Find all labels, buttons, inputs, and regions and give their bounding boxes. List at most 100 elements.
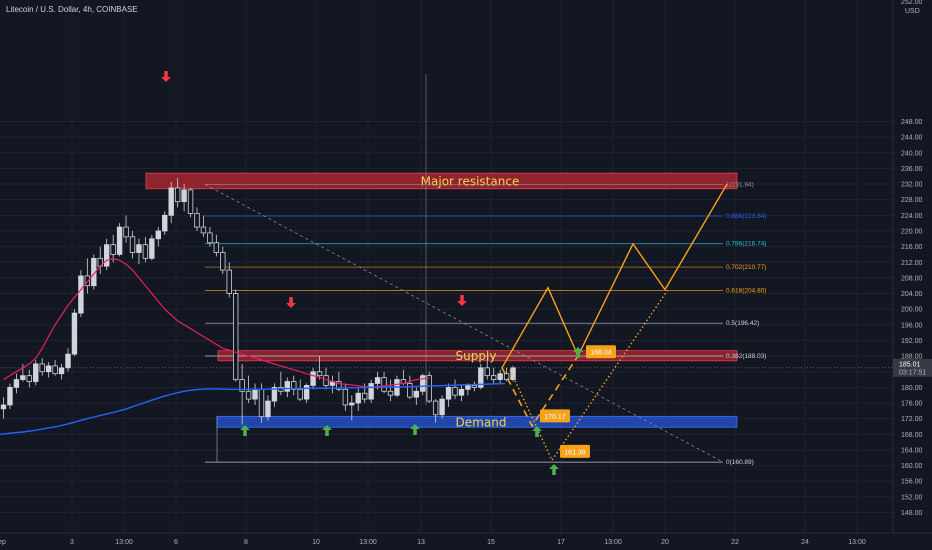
- candle-body: [213, 242, 220, 253]
- candle-body: [200, 226, 207, 234]
- candle-body: [65, 353, 71, 369]
- candle-body: [471, 385, 478, 388]
- candle-body: [187, 189, 194, 214]
- candle-body: [33, 363, 39, 382]
- price-tick-label: 240.00: [901, 150, 923, 157]
- time-axis[interactable]: ep 3 13:00 6 8 10 13:00 13 15 17 13:00 20 22 24 13:00: [0, 532, 932, 546]
- candle-body: [258, 388, 265, 418]
- candle-body: [336, 381, 342, 390]
- arrow-down-icon: [457, 295, 467, 306]
- price-tick-label: 212.00: [901, 260, 923, 267]
- arrow-up-icon: [322, 425, 332, 436]
- zone-label: Demand: [456, 415, 507, 429]
- time-tick-label: 8: [244, 539, 248, 546]
- ema-red-line: [3, 257, 430, 389]
- grid-lines: [0, 0, 893, 533]
- arrow-up-icon: [410, 424, 420, 435]
- time-tick-label: 17: [557, 539, 565, 546]
- ema-blue-line: [0, 382, 506, 435]
- price-tick-label: 244.00: [901, 135, 923, 142]
- candle-body: [368, 383, 374, 400]
- arrow-up-icon: [240, 425, 250, 436]
- candle-body: [136, 244, 142, 253]
- price-tick-label: 156.00: [901, 479, 923, 486]
- candle-body: [297, 388, 303, 400]
- candle-body: [381, 377, 387, 392]
- candle-body: [458, 388, 465, 396]
- candle-body: [149, 238, 155, 259]
- price-tag-label: 188.04: [590, 350, 612, 357]
- candle-body: [155, 230, 161, 240]
- candle-body: [20, 375, 26, 380]
- candle-body: [7, 386, 13, 406]
- price-tick-label: 196.00: [901, 322, 923, 329]
- projection-paths: [501, 183, 728, 462]
- candle-body: [374, 377, 381, 384]
- time-tick-label: 10: [312, 539, 320, 546]
- candle-body: [510, 367, 516, 380]
- candle-body: [104, 244, 110, 267]
- candle-body: [207, 232, 213, 244]
- price-tick-label: 180.00: [901, 385, 923, 392]
- candle-body: [52, 365, 58, 375]
- candle-body: [291, 381, 297, 390]
- candle-body: [342, 388, 349, 406]
- candle-body: [142, 244, 149, 259]
- time-tick-label: ep: [0, 539, 6, 546]
- price-tag-label: 161.38: [564, 449, 586, 456]
- time-tick-label: 13:00: [604, 539, 622, 546]
- time-tick-label: 13:00: [848, 539, 866, 546]
- currency-label: USD: [905, 8, 920, 15]
- candle-body: [162, 214, 168, 232]
- projection-dashed-path: [501, 355, 579, 428]
- price-tick-label: 216.00: [901, 244, 923, 251]
- candle-body: [439, 398, 445, 416]
- fib-label: 0.618(204.80): [726, 287, 766, 294]
- price-tick-label: 160.00: [901, 463, 923, 470]
- time-tick-label: 3: [70, 539, 74, 546]
- candle-body: [174, 187, 181, 203]
- candle-body: [252, 388, 258, 400]
- candle-body: [284, 381, 290, 392]
- zone-label: Major resistance: [421, 174, 520, 188]
- candle-body: [387, 390, 394, 396]
- candle-body: [413, 390, 419, 398]
- time-tick-label: 20: [661, 539, 669, 546]
- moving-averages: [0, 257, 506, 435]
- chart-title: Litecoin / U.S. Dollar, 4h, COINBASE: [6, 5, 138, 14]
- price-tick-label: 232.00: [901, 182, 923, 189]
- candle-body: [0, 404, 7, 410]
- candle-body: [245, 390, 252, 400]
- projection-dotted-path: [509, 289, 669, 462]
- price-tick-label: 236.00: [901, 166, 923, 173]
- fibonacci-levels: 1(231.94) 0.886(223.84) 0.786(216.74) 0.702…: [204, 181, 766, 466]
- price-tick-label: 228.00: [901, 197, 923, 204]
- candle-body: [426, 375, 432, 402]
- time-tick-label: 24: [801, 539, 809, 546]
- price-tag-badge: [540, 409, 570, 423]
- price-tick-label: 208.00: [901, 275, 923, 282]
- price-tick-label: 176.00: [901, 401, 923, 408]
- candle-body: [265, 400, 271, 418]
- candle-body: [239, 379, 245, 392]
- price-tags: 188.04 170.17 161.38: [540, 345, 616, 458]
- candle-body: [232, 293, 239, 380]
- candle-body: [478, 367, 484, 388]
- candle-body: [490, 375, 497, 380]
- fib-label: 0.5(196.42): [726, 320, 759, 327]
- price-axis[interactable]: 148.00 152.00 156.00 160.00 164.00 168.00 172.…: [892, 0, 932, 533]
- candle-body: [129, 236, 136, 253]
- price-tick-label: 220.00: [901, 228, 923, 235]
- candle-body: [71, 312, 78, 355]
- price-tag-label: 170.17: [544, 414, 566, 421]
- candle-body: [78, 275, 84, 314]
- fib-label: 0.382(188.03): [726, 353, 766, 360]
- fib-label: 0.702(210.77): [726, 264, 766, 271]
- arrow-up-icon: [573, 347, 583, 358]
- candle-body: [316, 371, 323, 377]
- arrow-up-icon: [549, 464, 559, 475]
- price-tick-label: 152.00: [901, 494, 923, 501]
- price-tick-label: 192.00: [901, 338, 923, 345]
- candle-body: [58, 367, 65, 375]
